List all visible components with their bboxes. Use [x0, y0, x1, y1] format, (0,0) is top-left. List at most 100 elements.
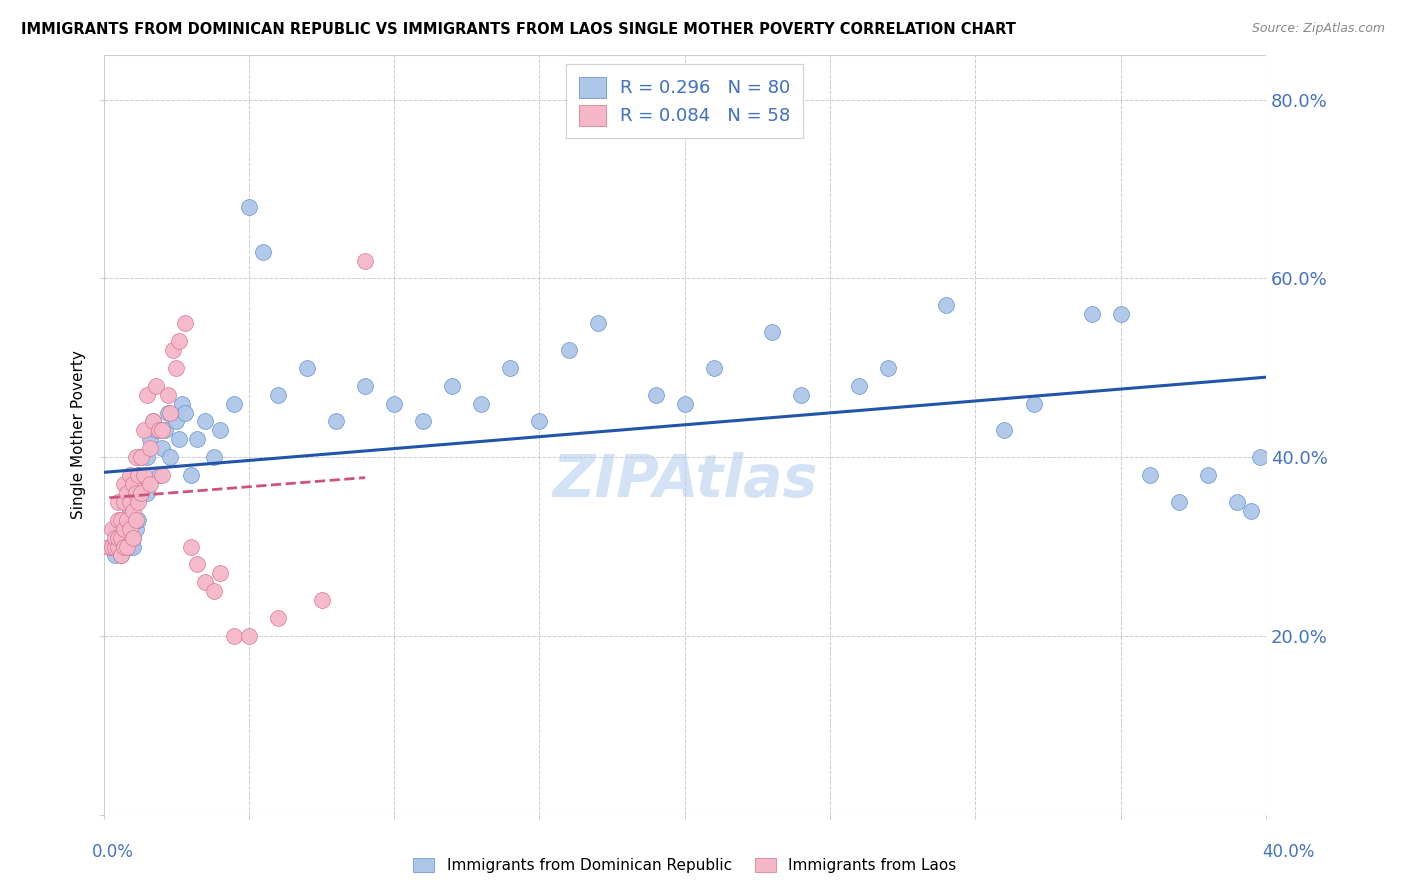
Point	[124, 450, 146, 465]
Point	[131, 450, 153, 465]
Point	[1249, 450, 1271, 465]
Point	[101, 540, 124, 554]
Point	[354, 253, 377, 268]
Point	[165, 414, 187, 428]
Text: Source: ZipAtlas.com: Source: ZipAtlas.com	[1251, 22, 1385, 36]
Point	[186, 558, 208, 572]
Point	[110, 513, 132, 527]
Point	[156, 405, 179, 419]
Point	[112, 531, 135, 545]
Point	[134, 423, 156, 437]
Point	[848, 378, 870, 392]
Point	[112, 477, 135, 491]
Point	[354, 378, 377, 392]
Point	[644, 387, 666, 401]
Point	[112, 495, 135, 509]
Point	[139, 477, 162, 491]
Point	[150, 468, 173, 483]
Point	[703, 360, 725, 375]
Point	[499, 360, 522, 375]
Point	[139, 442, 162, 456]
Point	[115, 486, 138, 500]
Point	[112, 540, 135, 554]
Point	[167, 334, 190, 348]
Point	[98, 540, 121, 554]
Point	[761, 325, 783, 339]
Point	[124, 513, 146, 527]
Point	[98, 540, 121, 554]
Point	[208, 566, 231, 581]
Legend: R = 0.296   N = 80, R = 0.084   N = 58: R = 0.296 N = 80, R = 0.084 N = 58	[567, 64, 803, 138]
Point	[104, 522, 127, 536]
Point	[118, 522, 141, 536]
Point	[127, 495, 149, 509]
Point	[180, 540, 202, 554]
Point	[142, 414, 165, 428]
Point	[325, 414, 347, 428]
Point	[174, 316, 197, 330]
Text: IMMIGRANTS FROM DOMINICAN REPUBLIC VS IMMIGRANTS FROM LAOS SINGLE MOTHER POVERTY: IMMIGRANTS FROM DOMINICAN REPUBLIC VS IM…	[21, 22, 1017, 37]
Point	[673, 396, 696, 410]
Y-axis label: Single Mother Poverty: Single Mother Poverty	[72, 351, 86, 519]
Point	[121, 477, 143, 491]
Point	[134, 468, 156, 483]
Point	[1167, 495, 1189, 509]
Point	[174, 405, 197, 419]
Point	[150, 442, 173, 456]
Point	[115, 513, 138, 527]
Point	[238, 629, 260, 643]
Point	[121, 504, 143, 518]
Point	[139, 433, 162, 447]
Point	[224, 629, 246, 643]
Point	[441, 378, 464, 392]
Point	[104, 531, 127, 545]
Point	[167, 433, 190, 447]
Point	[252, 244, 274, 259]
Point	[557, 343, 579, 357]
Point	[267, 387, 290, 401]
Point	[208, 423, 231, 437]
Point	[935, 298, 957, 312]
Point	[112, 522, 135, 536]
Point	[124, 495, 146, 509]
Point	[124, 486, 146, 500]
Point	[194, 575, 217, 590]
Point	[110, 531, 132, 545]
Point	[107, 531, 129, 545]
Point	[170, 396, 193, 410]
Point	[224, 396, 246, 410]
Point	[1080, 307, 1102, 321]
Point	[107, 522, 129, 536]
Point	[1022, 396, 1045, 410]
Point	[877, 360, 900, 375]
Point	[107, 540, 129, 554]
Point	[110, 549, 132, 563]
Text: ZIPAtlas: ZIPAtlas	[553, 452, 817, 509]
Point	[127, 468, 149, 483]
Point	[121, 513, 143, 527]
Point	[382, 396, 405, 410]
Point	[134, 477, 156, 491]
Point	[1240, 504, 1263, 518]
Point	[115, 540, 138, 554]
Point	[121, 531, 143, 545]
Point	[107, 495, 129, 509]
Point	[202, 450, 225, 465]
Point	[1139, 468, 1161, 483]
Point	[131, 450, 153, 465]
Point	[180, 468, 202, 483]
Point	[194, 414, 217, 428]
Point	[101, 540, 124, 554]
Point	[127, 513, 149, 527]
Point	[104, 549, 127, 563]
Point	[142, 414, 165, 428]
Point	[110, 549, 132, 563]
Point	[118, 504, 141, 518]
Point	[159, 405, 181, 419]
Text: 0.0%: 0.0%	[91, 843, 134, 861]
Point	[470, 396, 492, 410]
Point	[136, 486, 159, 500]
Point	[412, 414, 434, 428]
Point	[159, 450, 181, 465]
Point	[131, 486, 153, 500]
